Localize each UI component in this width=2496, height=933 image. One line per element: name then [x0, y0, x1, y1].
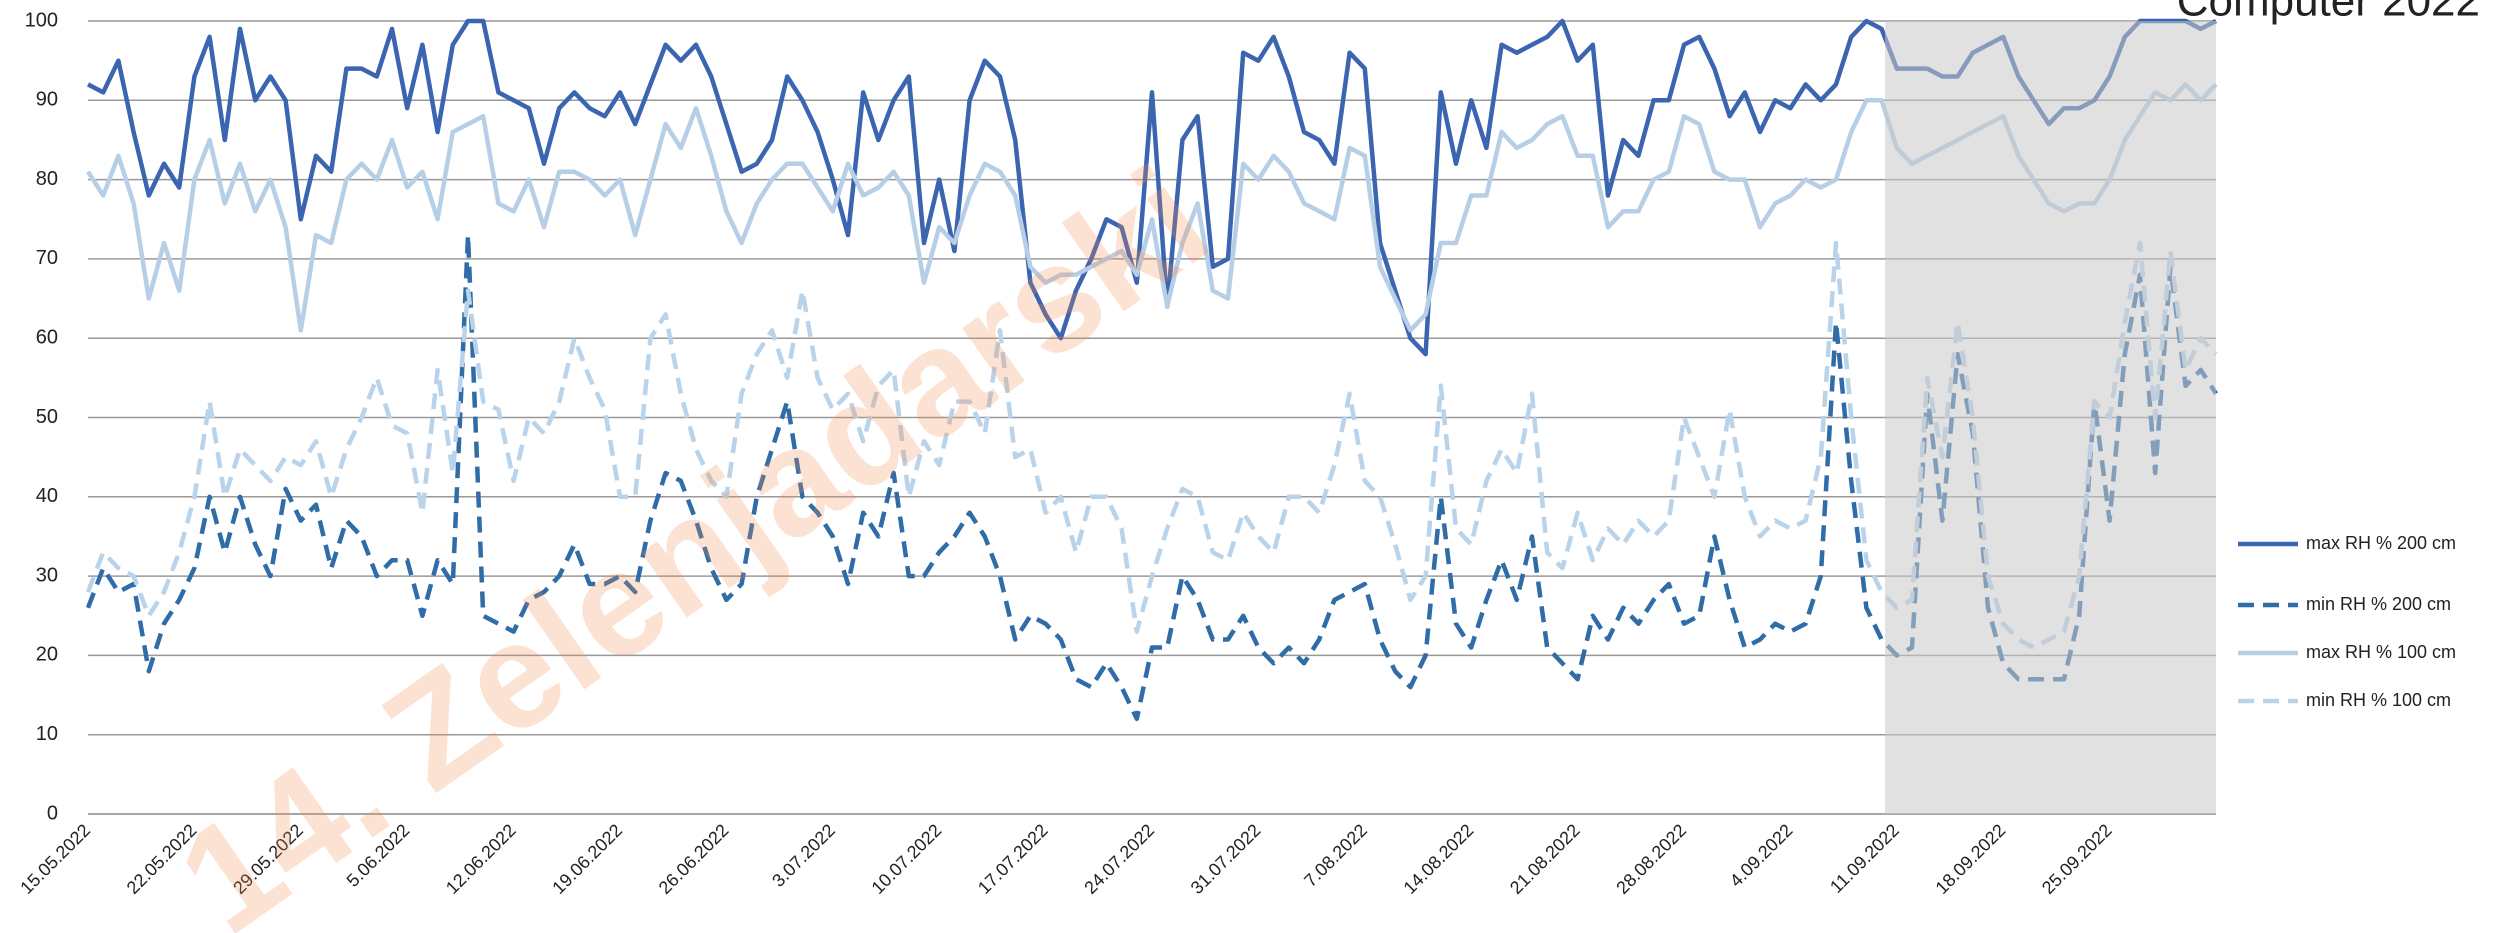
- line: [85, 240, 2218, 650]
- line: [86, 18, 2218, 357]
- y-tick-label: 0: [47, 802, 58, 824]
- line: [85, 232, 2218, 722]
- line: [86, 82, 2218, 333]
- y-tick-label: 70: [36, 247, 58, 269]
- y-tick-label: 50: [36, 406, 58, 428]
- y-tick-label: 80: [36, 168, 58, 190]
- chart-title: Computer 2022: [2177, 0, 2480, 26]
- y-tick-label: 90: [36, 89, 58, 111]
- y-tick-label: 30: [36, 564, 58, 586]
- y-tick-label: 40: [36, 485, 58, 507]
- legend-label: min RH % 100 cm: [2306, 690, 2451, 710]
- y-tick-label: 100: [25, 9, 58, 31]
- legend-label: max RH % 100 cm: [2306, 642, 2456, 662]
- y-tick-label: 20: [36, 644, 58, 666]
- y-tick-label: 60: [36, 326, 58, 348]
- y-tick-label: 10: [36, 723, 58, 745]
- legend-label: max RH % 200 cm: [2306, 533, 2456, 553]
- highlight-region: [1885, 21, 2216, 814]
- legend-label: min RH % 200 cm: [2306, 594, 2451, 614]
